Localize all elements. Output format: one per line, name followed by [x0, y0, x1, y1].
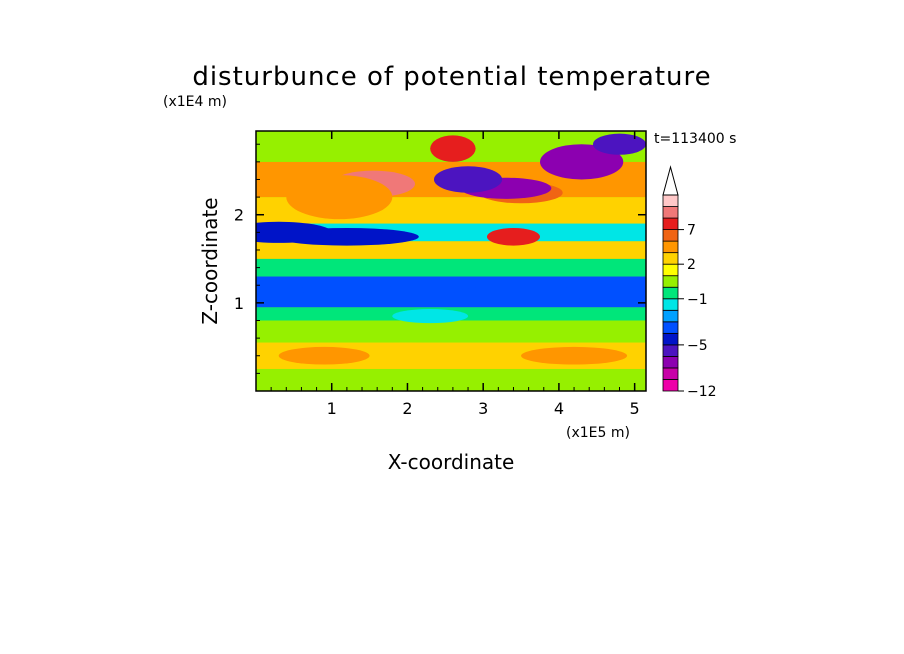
colorbar-swatch [662, 275, 679, 288]
x-tick-label: 1 [327, 399, 337, 418]
x-tick-label: 4 [554, 399, 564, 418]
contour-feature [430, 135, 476, 162]
contour-feature [286, 175, 393, 220]
colorbar-label: 2 [687, 257, 696, 273]
contour-feature [521, 346, 628, 365]
contour-feature [278, 346, 370, 365]
contour-feature [346, 342, 469, 361]
x-unit-label: (x1E5 m) [566, 425, 630, 441]
colorbar-label: 7 [687, 223, 696, 239]
y-axis-label: Z-coordinate [198, 197, 222, 324]
colorbar-swatch [662, 379, 679, 392]
colorbar: 7 2 −1 −5 −12 [662, 165, 717, 400]
x-tick-label: 5 [630, 399, 640, 418]
contour-feature [415, 376, 552, 388]
colorbar-swatch [662, 367, 679, 380]
y-axis-ticks: 12 [234, 143, 646, 374]
y-unit-label: (x1E4 m) [163, 94, 227, 110]
contour-field [256, 131, 646, 391]
contour-feature [452, 285, 590, 303]
colorbar-swatch [662, 309, 679, 323]
colorbar-swatch [662, 263, 679, 277]
contour-feature [592, 133, 646, 155]
contour-band [256, 320, 646, 343]
contour-band [256, 241, 646, 259]
colorbar-label: −1 [687, 292, 708, 308]
contour-feature [433, 166, 503, 193]
colorbar-swatch [662, 229, 679, 242]
colorbar-swatch [662, 356, 679, 369]
colorbar-swatch [662, 321, 679, 334]
contour-feature [301, 279, 393, 301]
y-tick-label: 1 [234, 294, 244, 313]
colorbar-swatch [662, 344, 679, 357]
colorbar-swatch [662, 332, 679, 346]
x-tick-label: 3 [478, 399, 488, 418]
contour-feature [486, 227, 540, 246]
x-axis-ticks: 1 2 3 4 5 [270, 131, 640, 418]
x-tick-label: 2 [402, 399, 412, 418]
chart-title: disturbunce of potential temperature [192, 62, 711, 92]
x-axis-label: X-coordinate [388, 450, 515, 474]
contour-feature [539, 144, 624, 180]
plot-frame [255, 130, 647, 392]
colorbar-label: −5 [687, 338, 708, 354]
contour-feature [256, 221, 332, 243]
colorbar-swatch [662, 298, 679, 311]
colorbar-swatch [662, 240, 679, 254]
colorbar-swatch [662, 206, 679, 219]
y-tick-label: 2 [234, 206, 244, 225]
colorbar-label: −12 [687, 384, 717, 400]
contour-band [256, 368, 646, 383]
contour-feature [392, 309, 469, 324]
contour-band [256, 258, 646, 277]
time-label: t=113400 s [654, 131, 736, 147]
colorbar-swatch [662, 217, 679, 230]
colorbar-extend-arrow [662, 165, 679, 196]
colorbar-swatch [662, 252, 679, 265]
colorbar-swatch [662, 194, 679, 207]
colorbar-swatch [662, 286, 679, 300]
